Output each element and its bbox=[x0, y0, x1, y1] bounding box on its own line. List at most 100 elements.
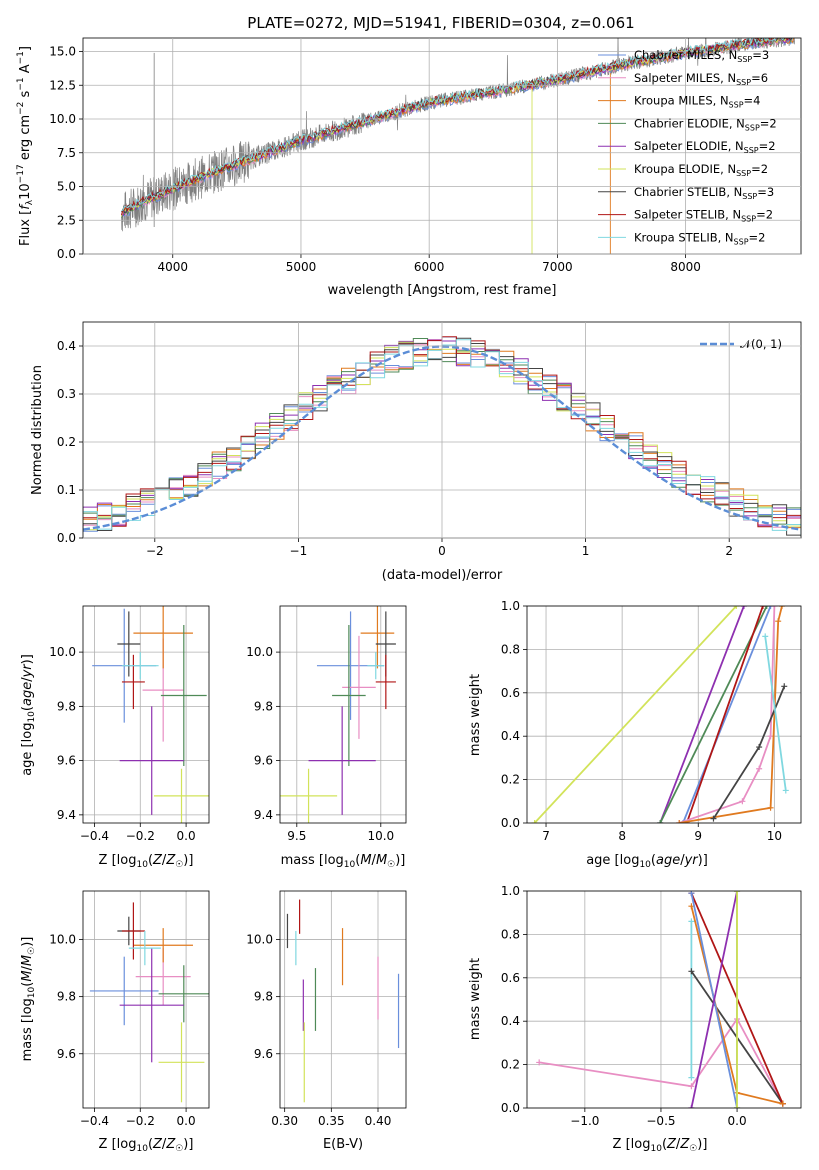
weight-line-kroupa_elodie bbox=[533, 606, 737, 823]
mass-weight-vs-age-xtick-label: 9 bbox=[694, 829, 702, 843]
normal-legend-label: 𝒩(0, 1) bbox=[740, 337, 782, 351]
weight-line-kroupa_miles bbox=[679, 606, 783, 823]
weight-marker-kroupa_miles bbox=[778, 606, 785, 609]
weight-line-salpeter_miles bbox=[539, 1017, 784, 1105]
spectrum-ylabel: Flux [fλ10−17 erg cm−2 s−1 A−1] bbox=[16, 46, 35, 246]
age-vs-mass-xtick-label: 10.0 bbox=[367, 829, 394, 843]
age-vs-Z-ytick-label: 9.4 bbox=[57, 808, 76, 822]
weight-marker-chabrier_stelib bbox=[710, 815, 717, 822]
spectrum-xtick-label: 4000 bbox=[157, 260, 188, 274]
weight-marker-kroupa_elodie bbox=[733, 606, 740, 609]
mass-weight-vs-age-ytick-label: 0.0 bbox=[501, 816, 520, 830]
histogram-xtick-label: 1 bbox=[582, 544, 590, 558]
spectrum-ytick-label: 12.5 bbox=[49, 78, 76, 92]
histogram-xlabel: (data-model)/error bbox=[382, 568, 503, 583]
legend-label-salpeter_stelib: Salpeter STELIB, NSSP=2 bbox=[634, 208, 773, 224]
age-vs-Z-xtick-label: −0.4 bbox=[80, 829, 109, 843]
mass-weight-vs-Z-ytick-label: 1.0 bbox=[501, 884, 520, 898]
weight-marker-kroupa_stelib bbox=[782, 787, 789, 794]
histogram-ticks: −2 −1 0 1 2 0.0 0.1 0.2 0.3 0.4 bbox=[57, 322, 801, 558]
histogram-ytick-label: 0.2 bbox=[57, 435, 76, 449]
age-z-ylabel: age [log10(age/yr)] bbox=[20, 654, 37, 776]
weight-marker-kroupa_stelib bbox=[688, 918, 695, 925]
spectrum-xtick-label: 5000 bbox=[286, 260, 317, 274]
weight-marker-salpeter_miles bbox=[767, 733, 774, 740]
weight-age-ylabel: mass weight bbox=[468, 674, 483, 756]
weight-marker-kroupa_miles bbox=[775, 618, 782, 625]
histogram-ytick-label: 0.0 bbox=[57, 531, 76, 545]
weight-marker-chabrier_miles bbox=[767, 606, 774, 609]
age-vs-Z-panel: −0.4 −0.2 0.0 9.4 9.6 9.8 10.0 bbox=[49, 605, 210, 843]
weight-marker-salpeter_miles bbox=[688, 1083, 695, 1090]
age-z-xlabel: Z [log10(Z/Z☉)] bbox=[99, 853, 194, 870]
spectrum-ytick-label: 5.0 bbox=[57, 180, 76, 194]
mass-vs-Z-frame bbox=[82, 890, 210, 1109]
legend-label-kroupa_elodie: Kroupa ELODIE, NSSP=2 bbox=[634, 162, 768, 178]
mass-weight-vs-age-xtick-label: 8 bbox=[618, 829, 626, 843]
weight-marker-kroupa_elodie bbox=[734, 891, 741, 894]
mass-vs-ebv-ytick-label: 9.6 bbox=[254, 1047, 273, 1061]
observed-spectrum-line bbox=[121, 38, 795, 232]
histogram-xtick-label: 0 bbox=[438, 544, 446, 558]
age-vs-mass-ytick-label: 9.6 bbox=[254, 754, 273, 768]
mass-vs-ebv-xtick-label: 0.35 bbox=[318, 1114, 345, 1128]
weight-marker-salpeter_miles bbox=[536, 1059, 543, 1066]
mass-weight-vs-age-ytick-label: 0.4 bbox=[501, 729, 520, 743]
mass-z-xlabel: Z [log10(Z/Z☉)] bbox=[99, 1137, 194, 1154]
histogram-xtick-label: 2 bbox=[725, 544, 733, 558]
age-vs-mass-marks bbox=[280, 606, 396, 823]
weight-marker-kroupa_elodie bbox=[734, 1105, 741, 1108]
weight-age-xlabel: age [log10(age/yr)] bbox=[586, 853, 708, 870]
age-vs-mass-panel: 9.5 10.0 9.4 9.6 9.8 10.0 bbox=[246, 605, 407, 843]
mass-vs-Z-ytick-label: 9.6 bbox=[57, 1047, 76, 1061]
weight-marker-kroupa_elodie bbox=[531, 820, 538, 823]
legend-label-chabrier_stelib: Chabrier STELIB, NSSP=3 bbox=[634, 185, 774, 201]
mass-vs-Z-ytick-label: 10.0 bbox=[49, 933, 76, 947]
mass-vs-Z-xtick-label: −0.2 bbox=[126, 1114, 155, 1128]
weight-marker-salpeter_miles bbox=[771, 606, 778, 609]
histogram-xtick-label: −1 bbox=[290, 544, 308, 558]
mass-vs-Z-marks bbox=[89, 902, 209, 1103]
mass-weight-vs-age-ytick-label: 0.8 bbox=[501, 642, 520, 656]
mass-weight-vs-Z-xtick-label: −0.5 bbox=[646, 1114, 675, 1128]
mass-weight-vs-age-ytick-label: 1.0 bbox=[501, 599, 520, 613]
mass-weight-vs-Z-ytick-label: 0.2 bbox=[501, 1058, 520, 1072]
histogram-xtick-label: −2 bbox=[146, 544, 164, 558]
weight-line-salpeter_elodie bbox=[690, 891, 738, 1108]
age-mass-xlabel: mass [log10(M/M☉)] bbox=[281, 853, 406, 870]
weight-marker-salpeter_miles bbox=[739, 798, 746, 805]
age-vs-Z-ytick-label: 9.6 bbox=[57, 754, 76, 768]
age-vs-Z-ytick-label: 9.8 bbox=[57, 699, 76, 713]
mass-ebv-xlabel: E(B-V) bbox=[323, 1137, 363, 1152]
age-vs-mass-ytick-label: 9.8 bbox=[254, 699, 273, 713]
mass-vs-Z-panel: −0.4 −0.2 0.0 9.6 9.8 10.0 bbox=[49, 890, 210, 1128]
mass-vs-Z-xtick-label: −0.4 bbox=[80, 1114, 109, 1128]
mass-weight-vs-age-xtick-label: 10 bbox=[767, 829, 782, 843]
mass-weight-vs-Z-ytick-label: 0.4 bbox=[501, 1014, 520, 1028]
spectrum-ytick-label: 0.0 bbox=[57, 247, 76, 261]
spectrum-xtick-label: 8000 bbox=[670, 260, 701, 274]
spectrum-ytick-label: 15.0 bbox=[49, 45, 76, 59]
weight-marker-chabrier_stelib bbox=[756, 744, 763, 751]
weight-marker-chabrier_stelib bbox=[781, 683, 788, 690]
legend-label-kroupa_miles: Kroupa MILES, NSSP=4 bbox=[634, 94, 760, 110]
age-vs-mass-ytick-label: 10.0 bbox=[246, 645, 273, 659]
mass-weight-vs-age-marks bbox=[531, 606, 789, 823]
histogram-ytick-label: 0.1 bbox=[57, 483, 76, 497]
histogram-ytick-label: 0.4 bbox=[57, 339, 76, 353]
weight-marker-chabrier_elodie bbox=[657, 820, 664, 823]
age-vs-mass-xtick-label: 9.5 bbox=[287, 829, 306, 843]
mass-weight-vs-Z-xtick-label: 0.0 bbox=[728, 1114, 747, 1128]
weight-line-chabrier_elodie bbox=[659, 606, 768, 823]
legend-label-salpeter_elodie: Salpeter ELODIE, NSSP=2 bbox=[634, 139, 776, 155]
weight-z-xlabel: Z [log10(Z/Z☉)] bbox=[613, 1137, 708, 1154]
weight-marker-kroupa_miles bbox=[676, 820, 683, 823]
age-vs-mass-ytick-label: 9.4 bbox=[254, 808, 273, 822]
weight-line-kroupa_stelib bbox=[764, 636, 787, 791]
spectrum-xtick-label: 7000 bbox=[542, 260, 573, 274]
weight-marker-salpeter_stelib bbox=[759, 606, 766, 609]
legend-label-chabrier_elodie: Chabrier ELODIE, NSSP=2 bbox=[634, 116, 777, 132]
mass-vs-ebv-ytick-label: 10.0 bbox=[246, 933, 273, 947]
parameter-panels: −0.4 −0.2 0.0 9.4 9.6 9.8 10.0 9.5 10.0 9.4 9.6 9.8… bbox=[49, 599, 802, 1128]
legend-label-salpeter_miles: Salpeter MILES, NSSP=6 bbox=[634, 71, 768, 87]
